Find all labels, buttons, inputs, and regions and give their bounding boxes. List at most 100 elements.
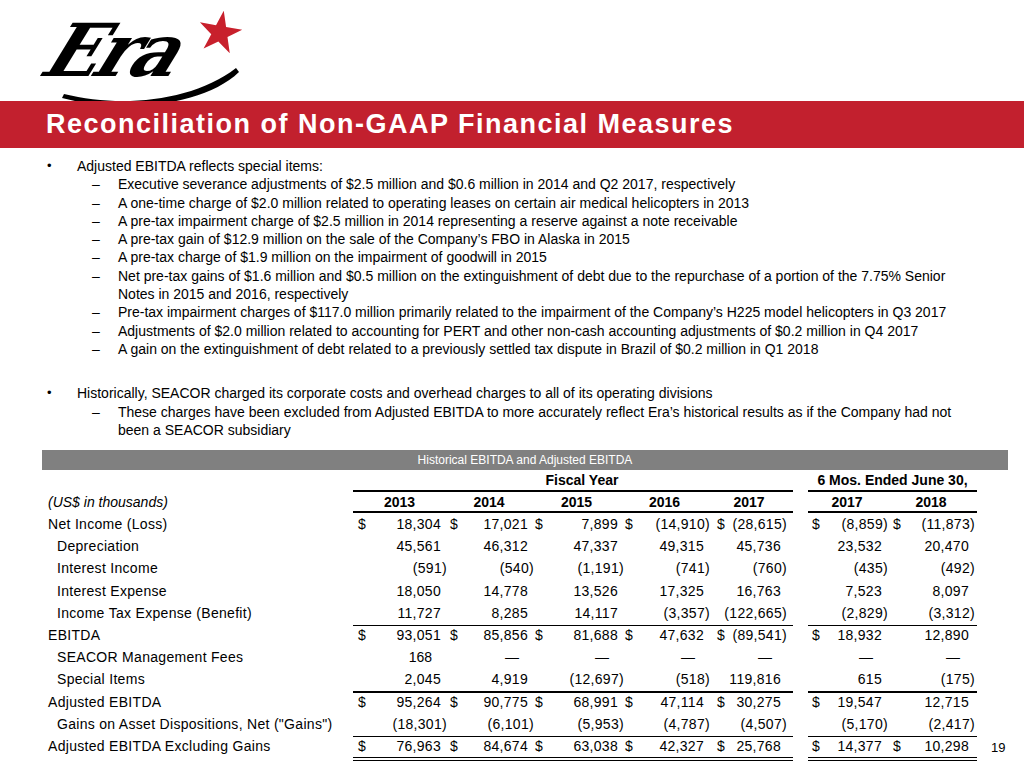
value-cell: — [812, 649, 882, 667]
rule [808, 490, 977, 492]
cell-value: (2,417) [929, 716, 975, 732]
cell-value: — [859, 649, 873, 665]
dollar-sign: $ [717, 694, 725, 710]
cell-value: 615 [858, 671, 882, 687]
cell-value: 8,285 [491, 605, 528, 621]
value-cell: (435) [812, 560, 882, 578]
double-rule [353, 757, 793, 759]
value-cell: $18,304 [358, 516, 441, 534]
cell-value: (12,697) [569, 671, 624, 687]
dollar-sign: $ [717, 738, 725, 754]
value-cell: — [450, 649, 528, 667]
cell-value: (2,829) [842, 605, 888, 621]
rule [353, 736, 793, 738]
cell-value: (5,170) [842, 716, 888, 732]
sub-bullet-text: Net pre-tax gains of $1.6 million and $0… [118, 267, 965, 304]
dollar-sign: $ [812, 738, 820, 754]
cell-value: 4,919 [491, 671, 528, 687]
sub-bullet-item: –A gain on the extinguishment of debt re… [92, 340, 980, 358]
dollar-sign: $ [358, 738, 366, 754]
cell-value: (760) [753, 560, 787, 576]
value-cell: 16,763 [717, 583, 781, 601]
units-note: (US$ in thousands) [48, 494, 168, 510]
sub-bullet-text: Adjustments of $2.0 million related to a… [118, 322, 965, 340]
dollar-sign: $ [625, 738, 633, 754]
value-cell: $7,899 [535, 516, 618, 534]
rule [353, 625, 793, 627]
bullet-marker: • [40, 384, 77, 402]
double-rule [353, 760, 793, 762]
row-label: Depreciation [57, 538, 139, 554]
rule [808, 625, 977, 627]
cell-value: (175) [941, 671, 975, 687]
dollar-sign: $ [812, 516, 820, 532]
cell-value: 18,304 [396, 516, 441, 532]
row-label: Income Tax Expense (Benefit) [57, 605, 252, 621]
cell-value: — [681, 649, 695, 665]
cell-value: 30,275 [736, 694, 781, 710]
cell-value: (6,101) [488, 716, 534, 732]
value-cell: 45,736 [717, 538, 781, 556]
cell-value: (14,910) [655, 516, 710, 532]
year-col-header: 2013 [358, 494, 441, 510]
value-cell: $95,264 [358, 694, 441, 712]
dollar-sign: $ [535, 516, 543, 532]
cell-value: 25,768 [736, 738, 781, 754]
double-rule [808, 757, 977, 759]
value-cell: 49,315 [625, 538, 704, 556]
value-cell: 47,337 [535, 538, 618, 556]
value-cell: (492) [893, 560, 969, 578]
cell-value: (4,507) [741, 716, 787, 732]
sub-bullet-text: A pre-tax gain of $12.9 million on the s… [118, 230, 965, 248]
six-months-header: 6 Mos. Ended June 30, [808, 472, 977, 488]
cell-value: 17,325 [659, 583, 704, 599]
value-cell: — [535, 649, 618, 667]
slide-title: Reconciliation of Non-GAAP Financial Mea… [46, 101, 734, 147]
dollar-sign: $ [535, 694, 543, 710]
value-cell: — [893, 649, 969, 667]
bullet-marker: • [40, 157, 77, 175]
cell-value: (8,859) [842, 516, 888, 532]
dollar-sign: $ [450, 738, 458, 754]
value-cell: — [625, 649, 704, 667]
value-cell: (6,101) [450, 716, 528, 734]
cell-value: (5,953) [578, 716, 624, 732]
value-cell: $(28,615) [717, 516, 781, 534]
cell-value: 63,038 [573, 738, 618, 754]
value-cell: — [717, 649, 781, 667]
dollar-sign: $ [625, 516, 633, 532]
sub-bullet-text: A pre-tax charge of $1.9 million on the … [118, 248, 965, 266]
value-cell: 17,325 [625, 583, 704, 601]
bullet-section: •Historically, SEACOR charged its corpor… [40, 384, 980, 439]
cell-value: 7,523 [845, 583, 882, 599]
value-cell: 119,816 [717, 671, 781, 689]
dollar-sign: $ [450, 694, 458, 710]
cell-value: 14,377 [837, 738, 882, 754]
cell-value: (18,301) [392, 716, 447, 732]
dash-marker: – [92, 248, 118, 266]
value-cell: 23,532 [812, 538, 882, 556]
page-number: 19 [991, 740, 1005, 755]
sub-bullet-item: –Executive severance adjustments of $2.5… [92, 175, 980, 193]
year-col-header: 2014 [450, 494, 528, 510]
value-cell: 615 [812, 671, 882, 689]
bullet-section: •Adjusted EBITDA reflects special items:… [40, 157, 980, 358]
double-rule [808, 760, 977, 762]
dollar-sign: $ [358, 627, 366, 643]
value-cell: (2,417) [893, 716, 969, 734]
dollar-sign: $ [625, 694, 633, 710]
dash-marker: – [92, 403, 118, 440]
slide: Era ★ Reconciliation of Non-GAAP Financi… [0, 0, 1024, 768]
cell-value: 47,337 [573, 538, 618, 554]
cell-value: 11,727 [397, 605, 441, 621]
value-cell: (3,312) [893, 605, 969, 623]
sub-bullet-item: –Pre-tax impairment charges of $117.0 mi… [92, 303, 980, 321]
value-cell: 46,312 [450, 538, 528, 556]
year-col-header: 2017 [717, 494, 781, 510]
value-cell: $25,768 [717, 738, 781, 756]
cell-value: (540) [500, 560, 534, 576]
rule [353, 511, 793, 513]
year-col-header: 2017 [812, 494, 882, 510]
cell-value: 76,963 [396, 738, 441, 754]
year-col-header: 2016 [625, 494, 704, 510]
